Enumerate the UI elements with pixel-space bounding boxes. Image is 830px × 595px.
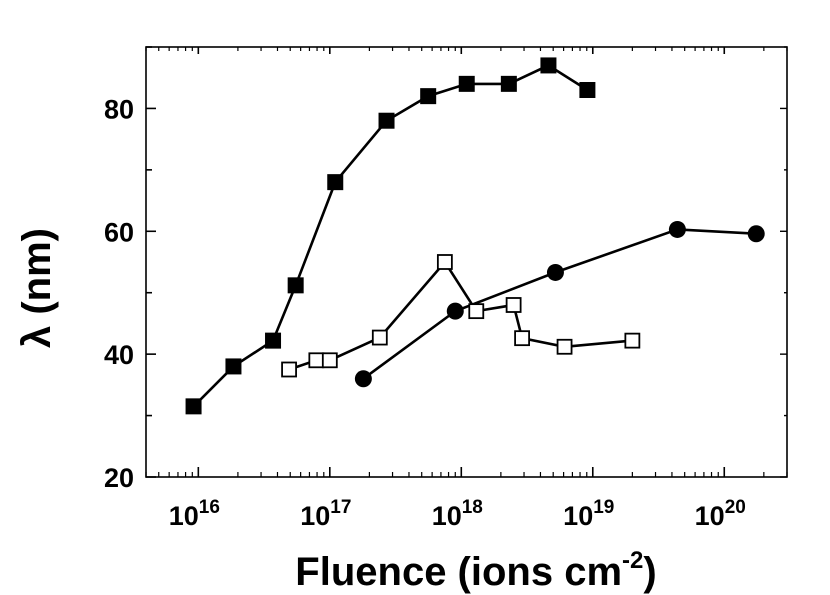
- x-tick-base: 10: [563, 501, 593, 531]
- x-tick-label: 1017: [300, 497, 351, 531]
- data-point-open-square: [514, 330, 530, 347]
- y-tick-label: 40: [104, 340, 134, 370]
- data-point-open-square: [308, 352, 325, 369]
- y-tick-label: 20: [104, 463, 134, 493]
- data-point-open-square: [505, 297, 522, 313]
- series-lines: [192, 63, 757, 408]
- x-tick-base: 10: [695, 501, 725, 531]
- x-tick-exponent: 18: [462, 497, 483, 518]
- data-point-filled-square: [378, 112, 395, 129]
- data-point-open-square: [468, 303, 485, 320]
- x-tick-base: 10: [169, 501, 199, 531]
- data-point-filled-square: [500, 75, 517, 92]
- series-line: [362, 228, 757, 380]
- data-point-open-square: [556, 338, 573, 355]
- data-point-filled-circle: [446, 302, 464, 320]
- data-point-open-square: [436, 254, 453, 270]
- x-axis-label: Fluence (ions cm-2): [295, 547, 656, 594]
- data-point-open-square: [371, 329, 388, 346]
- minor-ticks: [145, 47, 788, 477]
- x-axis-label-close: ): [643, 550, 656, 594]
- x-tick-base: 10: [432, 501, 462, 531]
- y-tick-label: 60: [104, 217, 134, 247]
- plot-frame: [145, 46, 788, 478]
- y-axis-label: λ (nm): [15, 228, 59, 348]
- data-point-filled-square: [420, 88, 437, 105]
- data-point-open-square: [321, 352, 338, 369]
- data-point-filled-square: [225, 358, 242, 375]
- data-point-filled-square: [287, 277, 304, 294]
- data-point-filled-square: [458, 75, 475, 92]
- data-point-filled-square: [327, 174, 344, 191]
- x-tick-labels: 1016 1017 1018 1019 1020: [169, 497, 746, 531]
- plot-area-border: [145, 46, 788, 478]
- major-ticks: [146, 46, 787, 478]
- x-tick-exponent: 16: [199, 497, 220, 518]
- x-tick-label: 1018: [432, 497, 483, 531]
- x-tick-label: 1019: [563, 497, 614, 531]
- x-axis-label-superscript: -2: [622, 547, 643, 574]
- x-axis-label-main: Fluence (ions cm: [295, 550, 622, 594]
- x-tick-label: 1016: [169, 497, 220, 531]
- data-point-filled-circle: [668, 220, 686, 238]
- data-point-filled-circle: [354, 370, 372, 388]
- x-tick-exponent: 17: [330, 497, 351, 518]
- data-point-filled-square: [265, 332, 282, 349]
- data-point-open-square: [624, 332, 641, 349]
- data-point-filled-circle: [546, 263, 564, 281]
- data-point-filled-square: [185, 398, 202, 415]
- y-tick-label: 80: [104, 94, 134, 124]
- x-tick-label: 1020: [695, 497, 746, 531]
- x-tick-exponent: 20: [725, 497, 746, 518]
- data-point-filled-square: [579, 82, 596, 98]
- data-point-open-square: [281, 361, 297, 378]
- y-tick-labels: 20 40 60 80: [104, 94, 134, 493]
- x-tick-base: 10: [300, 501, 330, 531]
- x-tick-exponent: 19: [593, 497, 614, 518]
- data-point-filled-square: [540, 57, 557, 74]
- series-markers: [185, 57, 765, 415]
- data-point-filled-circle: [747, 225, 765, 243]
